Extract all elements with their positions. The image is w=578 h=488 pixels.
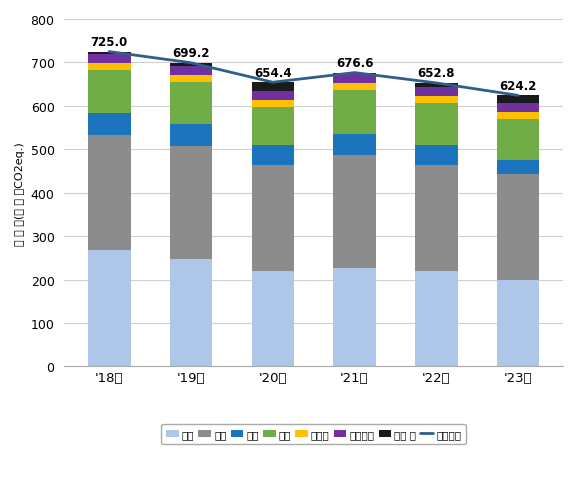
총배출량 — [187, 61, 194, 66]
Bar — [170, 63, 212, 67]
Bar — [88, 71, 131, 114]
총배출량 — [433, 81, 440, 87]
Bar — [88, 53, 131, 55]
Bar — [497, 161, 539, 175]
Legend: 전환, 산업, 건물, 수송, 폐기물, 농축수산, 탈루 등, 총배출량: 전환, 산업, 건물, 수송, 폐기물, 농축수산, 탈루 등, 총배출량 — [161, 424, 466, 444]
Bar — [497, 103, 539, 113]
Bar — [251, 101, 294, 108]
Bar — [251, 166, 294, 271]
Bar — [170, 83, 212, 125]
Line: 총배출량: 총배출량 — [109, 53, 518, 96]
Bar — [88, 114, 131, 135]
Bar — [334, 83, 376, 91]
Bar — [415, 84, 458, 87]
Bar — [334, 73, 376, 75]
총배출량 — [106, 50, 113, 56]
Bar — [334, 269, 376, 366]
Bar — [170, 259, 212, 366]
Bar — [170, 76, 212, 83]
Bar — [497, 281, 539, 366]
Bar — [415, 146, 458, 166]
Bar — [251, 91, 294, 101]
Bar — [88, 250, 131, 366]
Bar — [334, 156, 376, 269]
Bar — [170, 146, 212, 259]
Bar — [251, 271, 294, 366]
Text: 652.8: 652.8 — [417, 67, 455, 81]
Bar — [334, 75, 376, 83]
Bar — [415, 271, 458, 366]
Bar — [497, 120, 539, 161]
Bar — [88, 64, 131, 71]
Text: 725.0: 725.0 — [91, 36, 128, 49]
Bar — [170, 67, 212, 76]
Bar — [88, 55, 131, 64]
Bar — [497, 96, 539, 103]
Text: 624.2: 624.2 — [499, 80, 537, 93]
Text: 654.4: 654.4 — [254, 67, 291, 80]
Bar — [334, 134, 376, 156]
Bar — [170, 125, 212, 146]
Bar — [415, 97, 458, 104]
총배출량 — [351, 70, 358, 76]
Bar — [415, 87, 458, 97]
Text: 676.6: 676.6 — [336, 57, 373, 70]
Bar — [497, 113, 539, 120]
총배출량 — [514, 93, 521, 99]
총배출량 — [269, 80, 276, 86]
Bar — [251, 83, 294, 91]
Bar — [88, 135, 131, 250]
Bar — [415, 166, 458, 271]
Bar — [251, 108, 294, 145]
Text: 699.2: 699.2 — [172, 47, 210, 60]
Bar — [251, 145, 294, 166]
Bar — [334, 91, 376, 134]
Bar — [497, 175, 539, 281]
Bar — [415, 104, 458, 146]
Y-axis label: 배 출 량(백 만 톤CO2eq.): 배 출 량(백 만 톤CO2eq.) — [15, 142, 25, 245]
